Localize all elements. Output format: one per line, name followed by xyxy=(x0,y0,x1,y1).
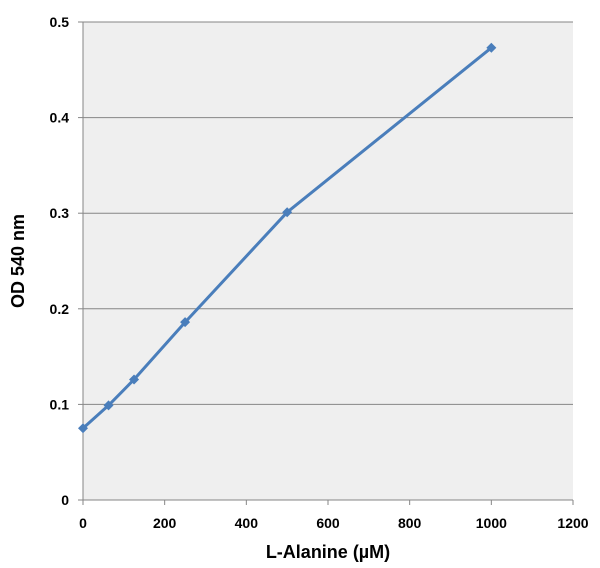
series-line xyxy=(81,46,493,430)
data-point xyxy=(78,423,88,434)
y-tick-label: 0.3 xyxy=(50,205,70,221)
x-tick-label: 800 xyxy=(398,515,422,531)
y-tick-label: 0.2 xyxy=(50,301,70,317)
data-point xyxy=(282,207,293,218)
y-tick-label: 0.4 xyxy=(50,110,70,126)
series xyxy=(78,42,497,434)
data-point xyxy=(180,317,191,328)
y-ticks: 0 0.1 0.2 0.3 0.4 0.5 xyxy=(50,14,83,508)
x-tick-label: 1200 xyxy=(557,515,588,531)
y-tick-label: 0 xyxy=(61,492,69,508)
data-point xyxy=(103,400,114,411)
gridlines xyxy=(83,21,573,405)
x-ticks: 0 200 400 600 800 1000 1200 xyxy=(79,500,589,531)
x-axis-title: L-Alanine (µM) xyxy=(266,542,390,562)
x-tick-label: 200 xyxy=(153,515,177,531)
y-axis-title: OD 540 nm xyxy=(8,214,28,308)
data-point xyxy=(129,374,140,385)
y-tick-label: 0.1 xyxy=(50,396,70,412)
x-tick-label: 1000 xyxy=(476,515,507,531)
data-point xyxy=(486,42,497,53)
x-tick-label: 0 xyxy=(79,515,87,531)
x-tick-label: 600 xyxy=(316,515,340,531)
plot-area xyxy=(83,22,573,500)
x-tick-label: 400 xyxy=(235,515,259,531)
y-tick-label: 0.5 xyxy=(50,14,70,30)
